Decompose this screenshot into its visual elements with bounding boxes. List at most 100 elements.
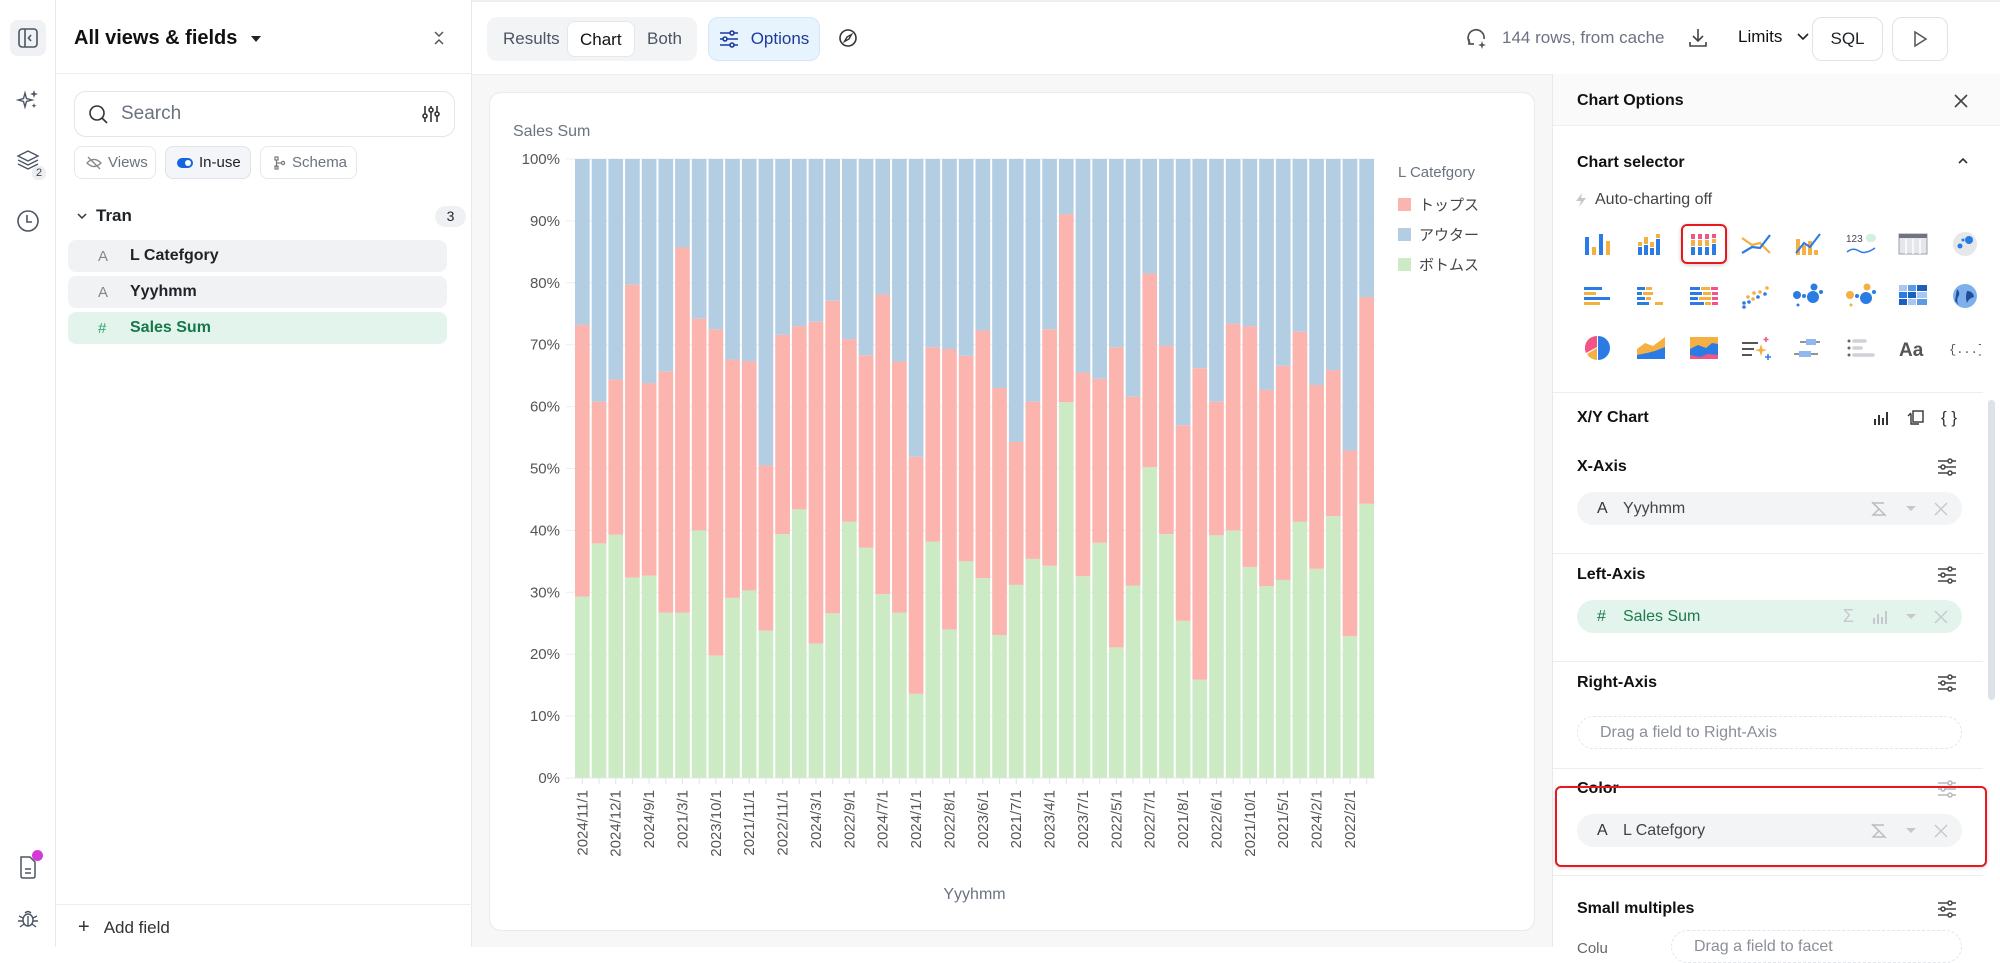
remove-field-icon[interactable] xyxy=(1934,610,1948,624)
bar-segment-トップス[interactable] xyxy=(1008,441,1024,585)
bar-segment-トップス[interactable] xyxy=(808,321,824,644)
bar-segment-アウター[interactable] xyxy=(925,159,941,348)
section-settings-icon[interactable] xyxy=(1937,566,1957,584)
bar-segment-ボトムス[interactable] xyxy=(625,577,640,778)
caret-down-icon[interactable] xyxy=(1906,506,1916,511)
bar-segment-トップス[interactable] xyxy=(1242,326,1258,567)
bar-segment-ボトムス[interactable] xyxy=(1292,521,1308,778)
bar-segment-トップス[interactable] xyxy=(575,324,590,597)
bar-segment-アウター[interactable] xyxy=(1359,159,1374,298)
bar-segment-トップス[interactable] xyxy=(791,326,807,510)
legend-item[interactable]: ボトムス xyxy=(1398,257,1479,274)
bar-segment-トップス[interactable] xyxy=(1342,450,1358,637)
field-item[interactable]: # Sales Sum xyxy=(68,312,447,344)
bar-segment-トップス[interactable] xyxy=(1359,297,1374,504)
bar-segment-ボトムス[interactable] xyxy=(892,612,907,778)
bar-segment-ボトムス[interactable] xyxy=(741,590,757,778)
bar-segment-アウター[interactable] xyxy=(591,159,607,402)
right-axis-dropzone[interactable]: Drag a field to Right-Axis xyxy=(1577,716,1962,749)
bar-segment-ボトムス[interactable] xyxy=(1209,535,1224,778)
bar-segment-ボトムス[interactable] xyxy=(575,596,590,778)
filter-settings-icon[interactable] xyxy=(422,104,440,124)
bar-segment-ボトムス[interactable] xyxy=(1192,679,1208,778)
chart-type-json[interactable]: {...} xyxy=(1942,328,1988,368)
bar-segment-トップス[interactable] xyxy=(1092,378,1107,543)
bar-segment-アウター[interactable] xyxy=(1275,159,1291,366)
bar-segment-トップス[interactable] xyxy=(842,339,857,522)
bar-segment-アウター[interactable] xyxy=(758,159,774,466)
bar-segment-アウター[interactable] xyxy=(1058,159,1074,215)
bar-segment-アウター[interactable] xyxy=(1142,159,1158,274)
bar-segment-トップス[interactable] xyxy=(958,355,974,562)
bar-segment-アウター[interactable] xyxy=(1242,159,1258,327)
bar-segment-アウター[interactable] xyxy=(858,159,874,356)
bar-segment-ボトムス[interactable] xyxy=(775,534,790,778)
bar-segment-トップス[interactable] xyxy=(725,359,740,598)
bar-segment-アウター[interactable] xyxy=(1075,159,1091,373)
chart-type-stacked-bar[interactable] xyxy=(1681,224,1727,264)
bar-segment-ボトムス[interactable] xyxy=(1242,566,1258,778)
field-item[interactable]: A Yyyhmm xyxy=(68,276,447,308)
bug-icon[interactable] xyxy=(10,900,46,936)
chart-type-horizontal-stacked-bar[interactable] xyxy=(1681,276,1727,316)
bar-segment-トップス[interactable] xyxy=(1125,396,1141,586)
document-icon[interactable] xyxy=(10,849,46,885)
chart-type-scatter[interactable] xyxy=(1733,276,1779,316)
bar-segment-ボトムス[interactable] xyxy=(1008,584,1024,778)
json-braces-icon[interactable]: { } xyxy=(1941,408,1958,427)
download-icon[interactable] xyxy=(1687,27,1709,49)
compass-icon[interactable] xyxy=(838,28,858,48)
bar-segment-トップス[interactable] xyxy=(975,330,991,579)
bar-segment-アウター[interactable] xyxy=(1008,159,1024,442)
remove-field-icon[interactable] xyxy=(1934,824,1948,838)
bar-segment-トップス[interactable] xyxy=(942,349,957,630)
bar-segment-ボトムス[interactable] xyxy=(908,693,924,778)
bar-segment-アウター[interactable] xyxy=(1325,159,1341,371)
search-input[interactable]: Search xyxy=(74,91,455,137)
bar-segment-アウター[interactable] xyxy=(842,159,857,340)
bar-segment-ボトムス[interactable] xyxy=(975,578,991,778)
chart-type-ai-text[interactable] xyxy=(1733,328,1779,368)
bar-segment-トップス[interactable] xyxy=(1192,368,1208,680)
chart-type-horizontal-bar[interactable] xyxy=(1575,276,1621,316)
bar-segment-アウター[interactable] xyxy=(1342,159,1358,451)
bar-segment-トップス[interactable] xyxy=(741,361,757,591)
bar-segment-ボトムス[interactable] xyxy=(842,521,857,778)
bar-segment-ボトムス[interactable] xyxy=(1309,568,1324,778)
views-dropdown[interactable]: All views & fields xyxy=(74,27,262,50)
bar-segment-ボトムス[interactable] xyxy=(1025,558,1041,778)
bar-segment-トップス[interactable] xyxy=(925,347,941,542)
bar-segment-アウター[interactable] xyxy=(992,159,1007,389)
bar-segment-トップス[interactable] xyxy=(1175,425,1191,621)
sql-button[interactable]: SQL xyxy=(1812,17,1883,61)
bar-segment-ボトムス[interactable] xyxy=(1142,467,1158,778)
bar-segment-ボトムス[interactable] xyxy=(1175,620,1191,778)
bar-segment-ボトムス[interactable] xyxy=(675,612,690,778)
bar-segment-トップス[interactable] xyxy=(1109,347,1124,648)
no-aggregate-icon[interactable] xyxy=(1870,822,1888,840)
legend-item[interactable]: トップス xyxy=(1398,197,1479,214)
bar-segment-トップス[interactable] xyxy=(758,465,774,631)
bar-segment-ボトムス[interactable] xyxy=(791,509,807,778)
bar-segment-トップス[interactable] xyxy=(775,334,790,535)
sum-aggregate-icon[interactable]: Σ xyxy=(1842,606,1854,626)
bar-segment-アウター[interactable] xyxy=(1092,159,1107,379)
bar-segment-ボトムス[interactable] xyxy=(825,613,840,778)
bar-segment-アウター[interactable] xyxy=(1125,159,1141,397)
bar-segment-アウター[interactable] xyxy=(1159,159,1174,346)
bar-segment-トップス[interactable] xyxy=(1142,273,1158,468)
bar-segment-ボトムス[interactable] xyxy=(691,530,707,778)
filter-views[interactable]: Views xyxy=(74,146,156,179)
bar-segment-トップス[interactable] xyxy=(825,300,840,614)
chart-type-bubble-map[interactable] xyxy=(1942,224,1988,264)
bar-segment-アウター[interactable] xyxy=(808,159,824,322)
bar-segment-ボトムス[interactable] xyxy=(1109,647,1124,778)
bar-segment-ボトムス[interactable] xyxy=(1125,585,1141,778)
bar-segment-トップス[interactable] xyxy=(908,456,924,694)
filter-schema[interactable]: Schema xyxy=(260,146,357,179)
options-button[interactable]: Options xyxy=(708,17,820,61)
remove-field-icon[interactable] xyxy=(1934,502,1948,516)
bar-segment-ボトムス[interactable] xyxy=(1092,542,1107,778)
left_axis-field-pill[interactable]: # Sales Sum Σ xyxy=(1577,600,1962,633)
bar-segment-アウター[interactable] xyxy=(658,159,674,372)
